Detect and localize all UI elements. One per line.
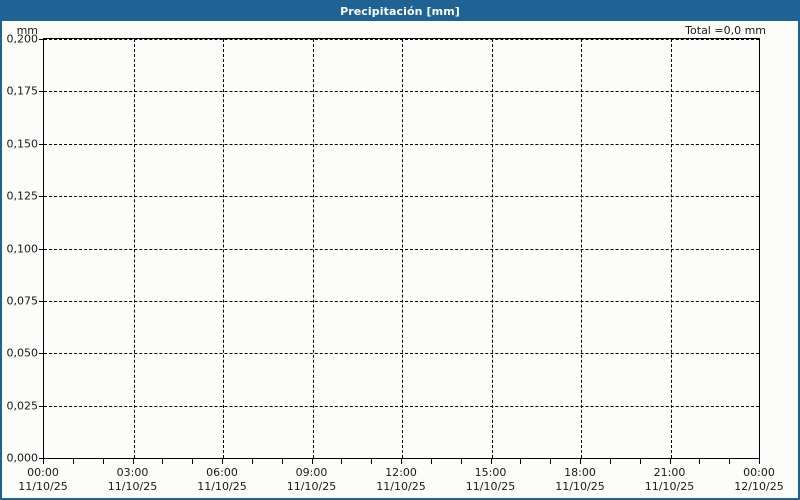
x-axis-tick-minor bbox=[460, 459, 462, 464]
gridline-vertical bbox=[491, 39, 493, 458]
x-axis-tick-label: 09:00 11/10/25 bbox=[287, 466, 336, 494]
gridline-horizontal bbox=[44, 91, 759, 93]
y-axis-tick-label: 0,100 bbox=[6, 242, 39, 255]
x-axis-tick-date: 11/10/25 bbox=[376, 480, 426, 493]
x-axis-tick-time: 06:00 bbox=[206, 466, 238, 479]
gridline-vertical bbox=[670, 39, 672, 458]
gridline-horizontal bbox=[44, 300, 759, 302]
x-axis: 00:00 11/10/25 03:00 11/10/25 06:00 11/10/25 0… bbox=[18, 459, 784, 499]
gridline-horizontal bbox=[44, 353, 759, 355]
total-annotation: Total =0,0 mm bbox=[685, 24, 766, 37]
x-axis-tick-minor bbox=[699, 459, 701, 464]
y-axis-tick-label: 0,200 bbox=[6, 32, 39, 46]
x-axis-tick-minor bbox=[341, 459, 343, 464]
x-axis-tick-label: 12:00 11/10/25 bbox=[376, 466, 425, 494]
x-axis-tick-date: 11/10/25 bbox=[555, 480, 605, 493]
x-axis-tick-date: 11/10/25 bbox=[107, 480, 158, 493]
x-axis-tick-minor bbox=[251, 459, 253, 464]
gridline-vertical bbox=[581, 39, 582, 458]
chart-area: Total =0,0 mm mm 0,200 0,175 0,150 0,125 0,1… bbox=[2, 21, 798, 498]
x-axis-tick-label: 18:00 11/10/25 bbox=[555, 466, 604, 494]
x-axis-tick-date: 11/10/25 bbox=[197, 480, 247, 493]
x-axis-tick-major bbox=[490, 459, 492, 464]
gridline-vertical bbox=[133, 39, 135, 458]
x-axis-tick-minor bbox=[729, 459, 731, 464]
x-axis-tick-time: 12:00 bbox=[385, 466, 417, 479]
y-axis-tick-label: 0,175 bbox=[6, 84, 39, 98]
x-axis-tick-label: 15:00 11/10/25 bbox=[466, 466, 515, 494]
x-axis-tick-major bbox=[132, 459, 134, 464]
x-axis-tick-time: 09:00 bbox=[295, 466, 328, 479]
x-axis-tick-time: 00:00 bbox=[27, 466, 59, 479]
x-axis-tick-minor bbox=[520, 459, 522, 464]
x-axis-tick-label: 00:00 12/10/25 bbox=[734, 466, 783, 494]
x-axis-tick-minor bbox=[102, 459, 104, 464]
x-axis-tick-date: 11/10/25 bbox=[465, 480, 516, 493]
x-axis-tick-minor bbox=[72, 459, 74, 464]
x-axis-tick-label: 06:00 11/10/25 bbox=[197, 466, 246, 494]
y-axis-tick-label: 0,125 bbox=[6, 189, 39, 203]
x-axis-tick-minor bbox=[371, 459, 373, 464]
x-axis-tick-date: 11/10/25 bbox=[644, 480, 695, 493]
x-axis-tick-minor bbox=[609, 459, 611, 464]
x-axis-tick-major bbox=[580, 459, 581, 464]
x-axis-tick-minor bbox=[639, 459, 641, 464]
x-axis-tick-date: 11/10/25 bbox=[286, 480, 337, 493]
x-axis-tick-major bbox=[401, 459, 402, 464]
x-axis-tick-major bbox=[311, 459, 313, 464]
x-axis-tick-time: 00:00 bbox=[743, 466, 775, 479]
plot-area bbox=[43, 38, 760, 459]
gridline-horizontal bbox=[44, 196, 759, 198]
gridline-horizontal bbox=[44, 39, 759, 40]
y-axis-tick-mark bbox=[39, 196, 43, 198]
y-axis-tick-label: 0,075 bbox=[6, 294, 39, 308]
gridline-vertical bbox=[312, 39, 314, 458]
x-axis-tick-minor bbox=[192, 459, 194, 464]
y-axis-tick-mark bbox=[39, 39, 43, 40]
y-axis-tick-mark bbox=[39, 458, 43, 459]
y-axis-tick-label: 0,000 bbox=[6, 451, 39, 465]
y-axis-tick-mark bbox=[39, 248, 43, 250]
y-axis-tick-mark bbox=[39, 405, 43, 407]
x-axis-tick-time: 18:00 bbox=[564, 466, 596, 479]
y-axis-tick-label: 0,050 bbox=[6, 346, 39, 360]
x-axis-tick-time: 15:00 bbox=[474, 466, 507, 479]
x-axis-tick-label: 00:00 11/10/25 bbox=[18, 466, 67, 494]
y-axis: mm 0,200 0,175 0,150 0,125 0,100 0,075 0,050 0,… bbox=[2, 24, 43, 465]
x-axis-tick-minor bbox=[162, 459, 164, 464]
x-axis-tick-minor bbox=[430, 459, 432, 464]
x-axis-tick-major bbox=[669, 459, 671, 464]
x-axis-tick-date: 11/10/25 bbox=[18, 480, 68, 493]
y-axis-tick-mark bbox=[39, 91, 43, 93]
gridline-horizontal bbox=[44, 143, 759, 145]
x-axis-tick-label: 21:00 11/10/25 bbox=[645, 466, 694, 494]
x-axis-tick-major bbox=[222, 459, 223, 464]
x-axis-tick-date: 12/10/25 bbox=[734, 480, 784, 493]
x-axis-tick-label: 03:00 11/10/25 bbox=[108, 466, 157, 494]
y-axis-tick-mark bbox=[39, 300, 43, 302]
x-axis-tick-major bbox=[43, 459, 44, 464]
y-axis-tick-mark bbox=[39, 143, 43, 145]
y-axis-unit-label: mm bbox=[16, 24, 38, 37]
gridline-horizontal bbox=[44, 248, 759, 250]
y-axis-tick-label: 0,150 bbox=[6, 137, 39, 151]
gridline-vertical bbox=[223, 39, 224, 458]
gridline-vertical bbox=[402, 39, 403, 458]
y-axis-tick-mark bbox=[39, 353, 43, 355]
y-axis-tick-label: 0,025 bbox=[6, 399, 39, 413]
x-axis-tick-major bbox=[759, 459, 760, 464]
gridline-horizontal bbox=[44, 405, 759, 407]
x-axis-tick-time: 21:00 bbox=[653, 466, 686, 479]
x-axis-tick-time: 03:00 bbox=[116, 466, 149, 479]
window-title: Precipitación [mm] bbox=[340, 5, 460, 18]
x-axis-tick-minor bbox=[550, 459, 552, 464]
x-axis-tick-minor bbox=[281, 459, 283, 464]
window-titlebar: Precipitación [mm] bbox=[2, 2, 798, 21]
